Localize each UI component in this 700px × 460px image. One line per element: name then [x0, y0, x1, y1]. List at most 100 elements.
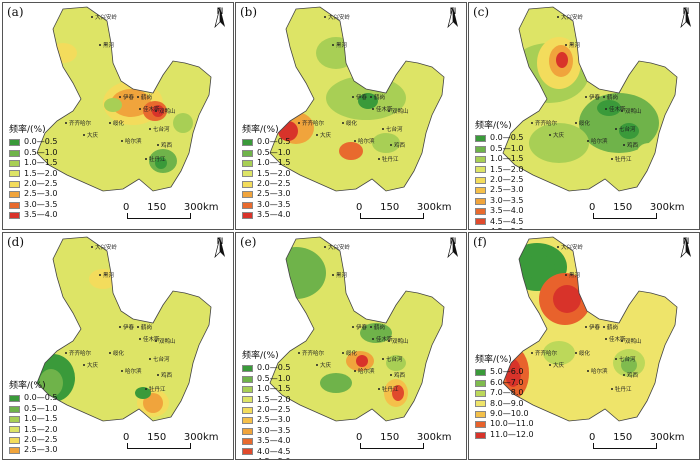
city-label: 绥化	[113, 119, 125, 127]
city-label: 牡丹江	[382, 385, 399, 393]
legend-range: 3.0—3.5	[257, 425, 291, 435]
legend-swatch	[9, 405, 20, 413]
city-label: 齐齐哈尔	[69, 349, 92, 357]
legend-range: 0.0—0.5	[257, 363, 291, 373]
legend-swatch	[9, 426, 20, 434]
scale-tick: 0	[123, 202, 130, 213]
scale-tick: 150	[613, 432, 633, 443]
city-dot	[298, 352, 300, 354]
legend-item: 0.5—1.0	[9, 404, 57, 414]
legend-item: 3.5—4.0	[242, 210, 290, 220]
scale-tick: 300	[649, 432, 669, 443]
legend-range: 4.5—4.5	[490, 216, 524, 226]
city-dot	[372, 108, 374, 110]
city-dot	[531, 122, 533, 124]
legend-range: 3.5—4.0	[490, 206, 524, 216]
frequency-zone	[152, 105, 164, 117]
frequency-zone	[73, 313, 153, 373]
city-label: 佳木斯	[376, 105, 393, 113]
scale-unit: km	[669, 432, 685, 443]
legend-range: 1.5—2.0	[257, 394, 291, 404]
legend-item: 1.5—2.0	[242, 395, 290, 405]
city-label: 大庆	[320, 131, 332, 139]
legend-item: 2.5—3.0	[475, 185, 523, 195]
scale-bar: 0 150 300 km	[123, 202, 219, 219]
city-label: 牡丹江	[149, 155, 166, 163]
legend-item: 2.0—2.5	[242, 405, 290, 415]
province-border	[269, 6, 445, 192]
legend-swatch	[242, 417, 253, 425]
legend-range: 4.5—5.0	[490, 227, 523, 229]
city-dot	[603, 96, 605, 98]
legend-item: 0.0—0.5	[475, 133, 523, 143]
scale-tick: 150	[147, 432, 167, 443]
city-dot	[575, 122, 577, 124]
legend: 频率/(%) 0.0—0.5 0.5—1.0 1.0—1.5 1.5—2.0 2.0—2.…	[475, 121, 524, 229]
city-dot	[145, 388, 147, 390]
scale-bar: 0 150 300 km	[123, 432, 219, 449]
frequency-zone	[49, 43, 77, 63]
legend-range: 1.5—2.0	[24, 424, 58, 434]
city-dot	[298, 122, 300, 124]
legend-swatch	[9, 415, 20, 423]
legend-item: 2.5—3.0	[9, 189, 57, 199]
legend-range: 3.5—4.0	[257, 210, 291, 220]
city-label: 绥化	[579, 119, 591, 127]
north-arrow-icon: N	[679, 7, 693, 29]
city-label: 双鸭山	[392, 107, 409, 115]
city-label: 伊春	[123, 323, 135, 331]
legend-item: 3.0—3.5	[475, 196, 523, 206]
scale-tick: 300	[183, 202, 203, 213]
city-label: 双鸭山	[625, 107, 642, 115]
city-dot	[605, 338, 607, 340]
legend-item: 2.5—3.0	[9, 445, 57, 455]
legend-item: 0.0—0.5	[9, 393, 57, 403]
legend-swatch	[242, 159, 253, 167]
city-dot	[575, 352, 577, 354]
city-label: 哈尔滨	[591, 367, 608, 375]
legend-range: 7.0—8.0	[490, 388, 524, 398]
legend-swatch	[242, 211, 253, 219]
city-dot	[390, 374, 392, 376]
city-dot	[352, 326, 354, 328]
city-label: 七台河	[386, 355, 403, 363]
frequency-zone	[637, 143, 661, 163]
legend-item: 1.0—1.5	[9, 158, 57, 168]
province-border	[36, 6, 212, 192]
scale-bar: 0 150 300 km	[356, 432, 452, 449]
legend-title: 频率/(%)	[242, 351, 279, 361]
frequency-zone	[270, 247, 326, 299]
frequency-zone	[320, 373, 352, 393]
scale-tick: 0	[589, 202, 596, 213]
city-label: 鸡西	[161, 141, 173, 149]
city-dot	[99, 44, 101, 46]
frequency-zone	[135, 387, 151, 399]
city-dot	[91, 246, 93, 248]
legend-swatch	[242, 385, 253, 393]
legend-swatch	[9, 447, 20, 455]
legend-item: 2.5—3.0	[242, 189, 290, 199]
frequency-zone	[104, 98, 122, 112]
province-border	[36, 236, 212, 422]
legend-item: 6.0—7.0	[475, 378, 534, 388]
city-dot	[382, 128, 384, 130]
city-label: 佳木斯	[143, 335, 160, 343]
city-dot	[557, 246, 559, 248]
city-dot	[91, 16, 93, 18]
province-border	[502, 6, 678, 192]
legend-swatch	[242, 180, 253, 188]
legend-swatch	[9, 436, 20, 444]
legend-range: 1.0—1.5	[490, 154, 524, 164]
city-label: 鸡西	[627, 371, 639, 379]
city-label: 双鸭山	[625, 337, 642, 345]
city-dot	[119, 326, 121, 328]
city-dot	[378, 388, 380, 390]
legend-range: 1.0—1.5	[24, 158, 58, 168]
city-dot	[370, 326, 372, 328]
legend-swatch	[9, 191, 20, 199]
scale-tick: 150	[380, 432, 400, 443]
